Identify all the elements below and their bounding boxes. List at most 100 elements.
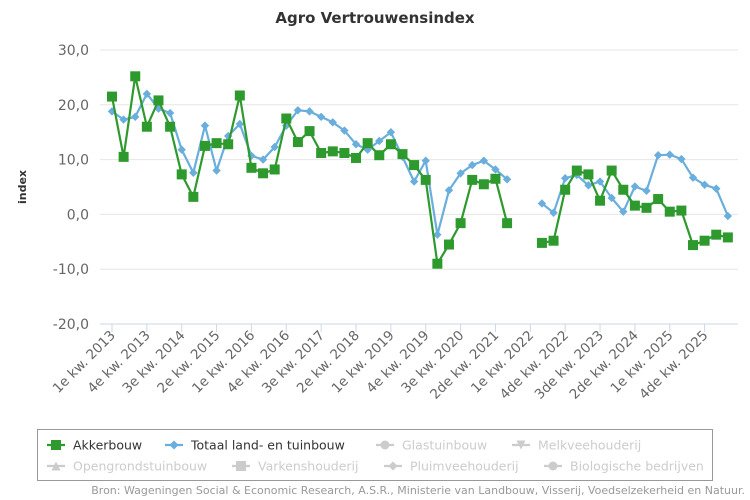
legend-item[interactable]: Totaal land- en tuinbouw <box>165 438 345 453</box>
legend-box <box>37 429 713 481</box>
data-point <box>723 211 733 221</box>
legend-item[interactable]: Biologische bedrijven <box>544 459 704 474</box>
data-point <box>119 115 128 124</box>
data-point <box>199 140 210 151</box>
data-point <box>212 166 221 175</box>
data-point <box>235 119 245 129</box>
data-point <box>665 150 674 159</box>
data-point <box>374 150 385 161</box>
data-point <box>712 184 721 193</box>
data-point <box>676 205 687 216</box>
legend-label: Opengrondstuinbouw <box>73 459 207 474</box>
legend-label: Pluimveehouderij <box>410 459 519 474</box>
data-point <box>153 95 164 106</box>
data-point <box>258 168 269 179</box>
data-point <box>316 148 327 159</box>
data-point <box>327 146 338 157</box>
y-tick-label: 10,0 <box>58 153 89 169</box>
data-point <box>362 138 373 149</box>
data-point <box>200 121 210 130</box>
data-point <box>630 182 640 191</box>
data-point <box>467 174 478 185</box>
data-point <box>642 186 651 196</box>
data-point <box>443 239 454 250</box>
data-point <box>375 136 384 146</box>
source-note: Bron: Wageningen Social & Economic Resea… <box>91 484 745 497</box>
data-point <box>490 173 501 184</box>
data-point <box>304 126 315 137</box>
data-point <box>328 118 337 127</box>
legend-label: Melkveehouderij <box>538 438 641 453</box>
legend-item[interactable]: Opengrondstuinbouw <box>47 459 207 474</box>
y-tick-label: -20,0 <box>53 317 89 333</box>
data-point <box>409 160 420 171</box>
data-point <box>502 218 513 229</box>
data-point <box>653 194 664 205</box>
legend-marker <box>548 461 558 471</box>
data-point <box>595 177 605 186</box>
data-point <box>258 155 268 164</box>
legend-marker <box>380 440 390 450</box>
data-point <box>234 90 245 101</box>
data-point <box>432 258 443 269</box>
legend-label: Varkenshouderij <box>258 459 359 474</box>
data-point <box>351 140 361 149</box>
data-point <box>548 235 559 246</box>
data-point <box>246 162 257 173</box>
data-point <box>606 165 617 176</box>
legend-label: Biologische bedrijven <box>570 459 704 474</box>
y-tick-label: 0,0 <box>67 207 89 223</box>
data-point <box>141 121 152 132</box>
data-point <box>584 181 593 190</box>
legend-label: Glastuinbouw <box>402 438 487 453</box>
data-point <box>305 107 314 116</box>
data-point <box>688 173 698 182</box>
data-point <box>270 142 279 152</box>
data-point <box>189 168 198 177</box>
data-point <box>397 149 408 160</box>
data-point <box>269 164 280 175</box>
legend-item[interactable]: Glastuinbouw <box>376 438 487 453</box>
y-axis-ticks: 30,0 20,0 10,0 0,0 -10,0 -20,0 <box>53 43 89 333</box>
data-point <box>188 191 199 202</box>
legend-item[interactable]: Varkenshouderij <box>232 459 359 474</box>
data-point <box>142 89 152 99</box>
data-point <box>653 151 663 160</box>
legend-label: Totaal land- en tuinbouw <box>190 438 345 453</box>
series-line <box>111 92 729 236</box>
series-layer <box>107 71 733 269</box>
legend-item[interactable]: Melkveehouderij <box>512 438 641 453</box>
chart-title: Agro Vertrouwensindex <box>275 9 475 27</box>
y-axis-label: index <box>16 170 29 204</box>
data-point <box>502 175 512 184</box>
data-point <box>433 230 442 239</box>
data-point <box>351 152 362 163</box>
data-point <box>677 154 686 164</box>
series-akkerbouw <box>107 71 733 269</box>
legend-item[interactable]: Akkerbouw <box>47 438 142 453</box>
data-point <box>316 112 326 122</box>
data-point <box>409 177 419 186</box>
data-point <box>107 91 117 102</box>
data-point <box>468 160 477 170</box>
legend-marker <box>388 461 398 471</box>
data-point <box>560 184 571 195</box>
data-point <box>571 165 582 176</box>
data-point <box>165 108 175 118</box>
data-point <box>420 174 431 185</box>
data-point <box>176 169 187 180</box>
data-point <box>131 112 140 122</box>
data-point <box>688 240 698 251</box>
data-point <box>455 218 466 229</box>
data-point <box>536 237 547 248</box>
data-point <box>281 113 292 124</box>
data-point <box>560 174 570 183</box>
legend-item[interactable]: Pluimveehouderij <box>384 459 519 474</box>
data-point <box>118 151 129 162</box>
data-point <box>722 232 733 243</box>
data-point <box>618 184 629 195</box>
y-tick-label: 20,0 <box>58 98 89 114</box>
legend-marker <box>51 440 61 450</box>
data-point <box>607 193 616 203</box>
